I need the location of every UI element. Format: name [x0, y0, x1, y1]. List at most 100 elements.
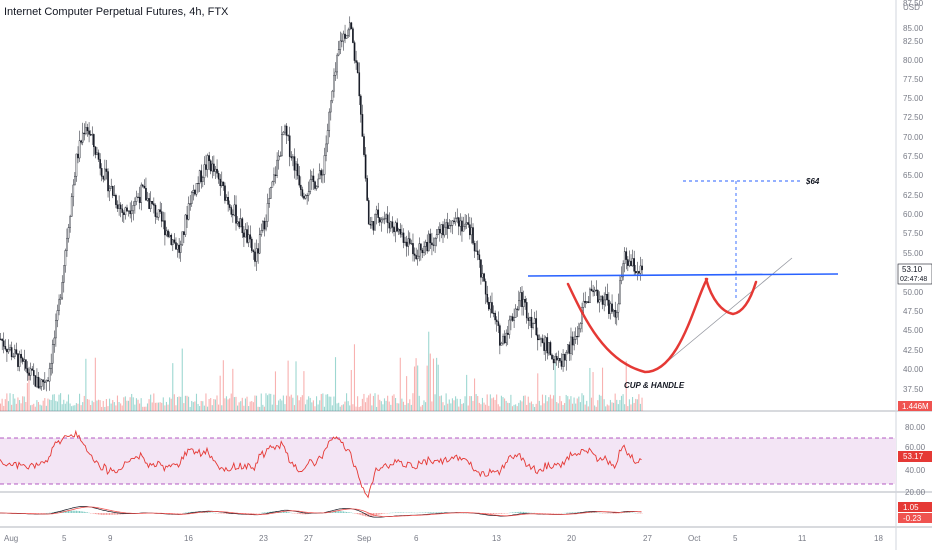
rsi-value-tag: [898, 451, 932, 462]
volume-bar: [290, 394, 292, 411]
volume-bar: [273, 394, 275, 411]
macd-histogram-bar: [118, 513, 120, 515]
macd-histogram-bar: [496, 513, 498, 514]
volume-bar: [216, 395, 218, 411]
candle-body: [290, 156, 293, 159]
macd-histogram-bar: [289, 512, 291, 513]
candle-body: [565, 351, 568, 361]
volume-bar: [398, 403, 400, 411]
candle-body: [276, 159, 278, 176]
volume-bar: [535, 403, 537, 411]
macd-histogram-bar: [86, 512, 88, 513]
volume-bar: [213, 399, 215, 411]
rsi-tick: 20.00: [905, 488, 926, 497]
volume-bar: [279, 398, 281, 411]
volume-bar: [260, 393, 262, 411]
volume-bar: [617, 404, 619, 411]
volume-value: 1.446M: [902, 402, 929, 411]
candle-body: [251, 238, 253, 251]
volume-bar: [379, 399, 381, 411]
candle-body: [420, 243, 422, 251]
candle-body: [192, 190, 195, 193]
volume-bar: [590, 397, 593, 411]
volume-bar: [586, 400, 588, 411]
price-tick: 57.50: [903, 229, 924, 238]
macd-histogram-bar: [281, 511, 283, 513]
volume-bar: [271, 404, 273, 411]
candle-body: [243, 232, 245, 238]
volume-bar: [164, 405, 166, 411]
candle-body: [631, 258, 634, 267]
volume-bar: [614, 393, 616, 411]
volume-bar: [436, 357, 438, 411]
candle-body: [330, 100, 332, 113]
candle-body: [25, 359, 27, 369]
macd-histogram-bar: [66, 510, 68, 513]
candle-body: [489, 302, 492, 310]
volume-bar: [571, 403, 574, 411]
volume-bar: [140, 398, 142, 411]
volume-bar: [625, 360, 627, 411]
volume-bar: [600, 395, 602, 411]
macd-histogram-bar: [432, 512, 435, 513]
macd-histogram-bar: [526, 512, 528, 513]
volume-bar: [486, 394, 488, 411]
volume-bar: [327, 394, 329, 411]
candle-body: [427, 233, 430, 252]
volume-bar: [3, 405, 5, 411]
macd-histogram-bar: [195, 511, 198, 513]
candle-body: [77, 153, 79, 159]
candle-body: [179, 244, 182, 253]
candle-body: [563, 354, 566, 361]
volume-bar: [186, 395, 188, 411]
macd-histogram-bar: [333, 511, 335, 513]
macd-histogram-bar: [97, 513, 100, 515]
volume-bar: [445, 393, 447, 411]
volume-bar: [534, 406, 536, 411]
macd-histogram-bar: [295, 513, 297, 514]
candle-body: [410, 243, 413, 245]
volume-bar: [624, 404, 626, 411]
candle-body: [576, 335, 579, 337]
macd-histogram-bar: [301, 513, 303, 515]
candle-body: [132, 205, 135, 212]
volume-bar: [11, 404, 13, 411]
volume-bar: [83, 395, 85, 411]
candle-body: [609, 303, 612, 314]
candle-body: [446, 222, 449, 229]
candle-body: [301, 189, 304, 197]
candle-body: [593, 289, 596, 293]
candle-body: [164, 220, 166, 236]
time-tick: 6: [414, 534, 419, 543]
candle-body: [630, 260, 632, 267]
macd-histogram-bar: [336, 511, 338, 513]
volume-bar: [325, 394, 327, 411]
candle-body: [203, 164, 206, 178]
macd-histogram-bar: [346, 511, 348, 513]
candle-body: [518, 300, 520, 310]
candle-body: [156, 216, 158, 218]
price-tick: 80.00: [903, 56, 924, 65]
price-tick: 75.00: [903, 94, 924, 103]
candle-body: [344, 33, 346, 39]
candle-body: [535, 318, 538, 336]
candle-body: [461, 220, 463, 232]
macd-histogram-bar: [442, 512, 444, 513]
candle-body: [442, 224, 444, 236]
candle-body: [233, 204, 236, 216]
volume-bar: [412, 393, 414, 411]
volume-bar: [115, 405, 117, 411]
macd-histogram-bar: [284, 511, 286, 513]
volume-bar: [529, 402, 531, 411]
volume-bar: [358, 406, 360, 411]
volume-bar: [510, 394, 512, 411]
volume-bar: [391, 395, 393, 411]
candle-body: [486, 293, 489, 303]
candle-body: [181, 231, 184, 246]
volume-bar: [407, 403, 409, 411]
candle-body: [246, 229, 248, 243]
volume-bar: [109, 398, 111, 411]
candle-body: [94, 146, 97, 155]
volume-bar: [66, 401, 68, 411]
